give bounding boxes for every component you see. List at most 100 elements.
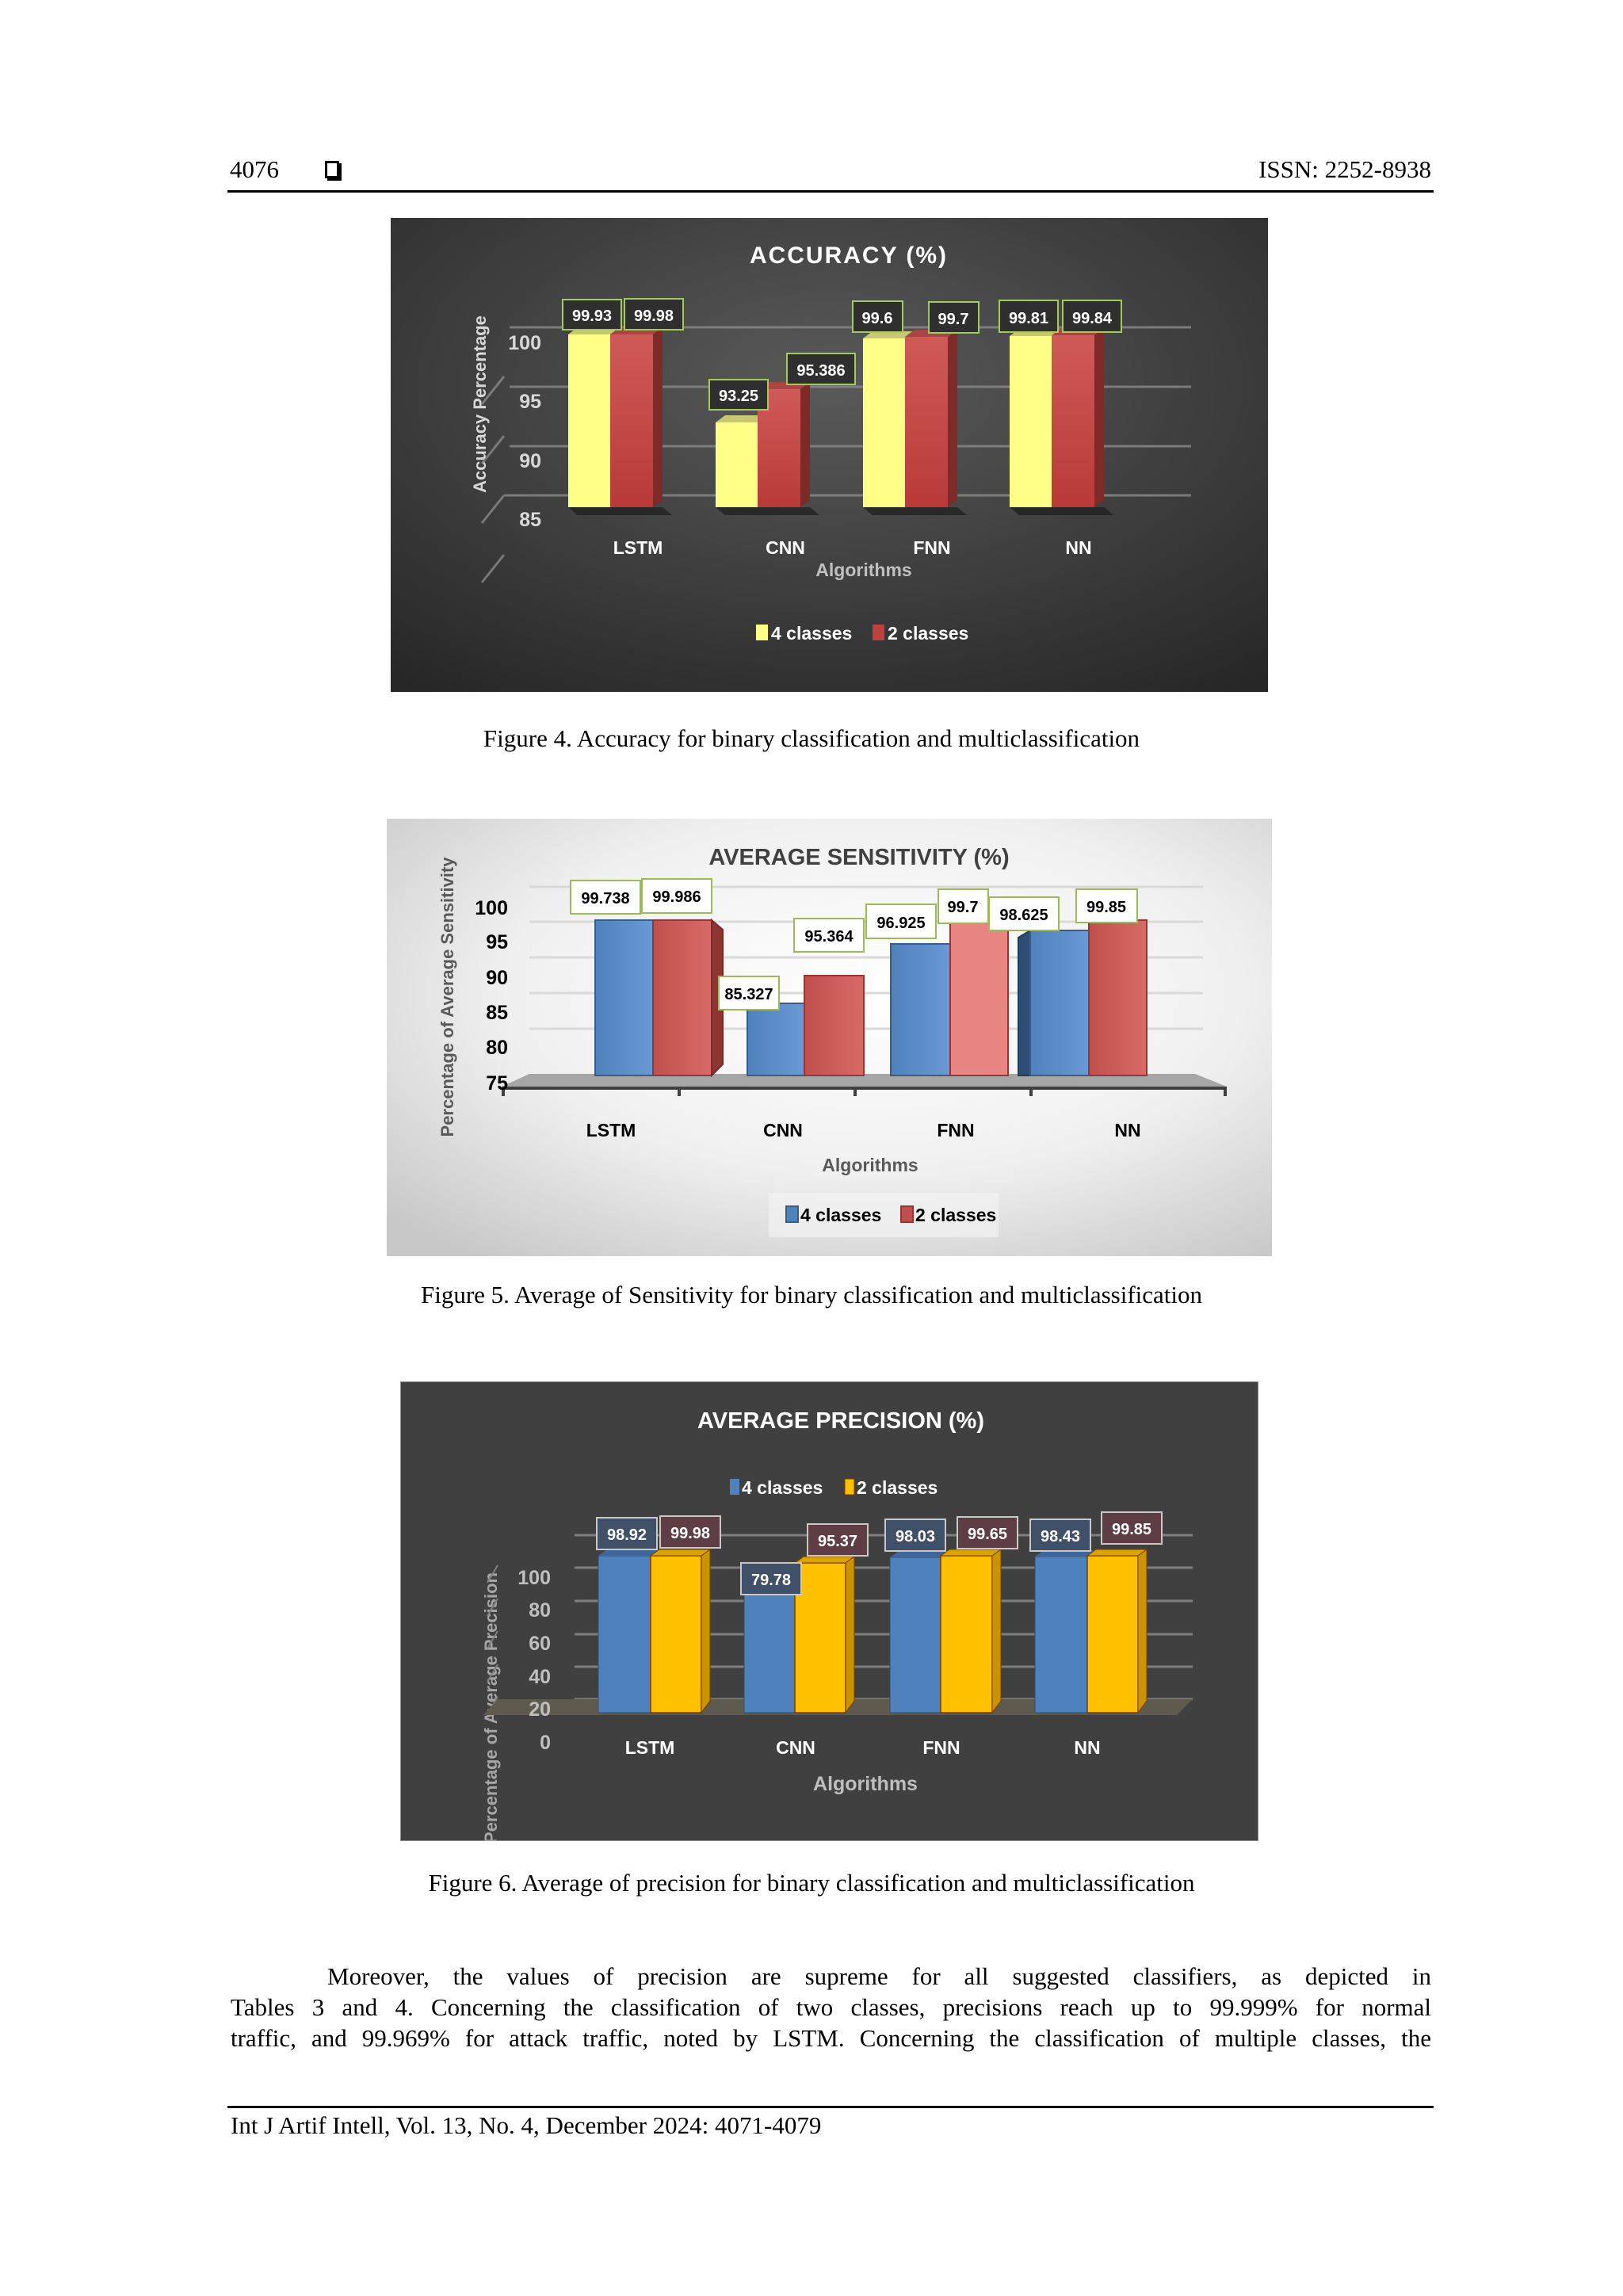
svg-text:99.98: 99.98 [634,308,674,325]
data-label: 99.85 [1101,1511,1163,1545]
svg-text:98.92: 98.92 [607,1526,647,1544]
data-label: 96.925 [865,904,937,939]
page-number: 4076 [230,155,279,183]
data-label: 99.84 [1062,300,1122,333]
y-tick: 100 [517,1567,551,1589]
bar-group-lstm [598,1549,712,1714]
x-tick: LSTM [613,537,663,558]
svg-text:99.85: 99.85 [1112,1521,1151,1538]
bar-group-nn [1018,919,1148,1076]
body-line: traffic, and 99.969% for attack traffic,… [231,2024,1431,2052]
data-label: 99.98 [659,1515,721,1549]
svg-text:99.98: 99.98 [670,1525,710,1542]
figure-6-caption: Figure 6. Average of precision for binar… [428,1869,1195,1897]
x-tick: NN [1074,1737,1100,1758]
data-label: 95.37 [807,1523,869,1557]
x-tick: NN [1065,537,1091,558]
y-tick: 95 [486,931,508,953]
figure-4-caption: Figure 4. Accuracy for binary classifica… [483,724,1140,752]
svg-text:99.85: 99.85 [1086,899,1126,916]
bar-group-nn [1010,328,1104,507]
footer-rule [227,2106,1434,2108]
figure-5-caption: Figure 5. Average of Sensitivity for bin… [420,1281,1203,1308]
y-tick: 60 [529,1633,551,1655]
legend-item: 4 classes [771,623,852,644]
data-label: 99.65 [957,1516,1018,1549]
x-tick: LSTM [625,1737,675,1758]
x-tick: FNN [913,537,950,558]
svg-text:99.6: 99.6 [862,310,893,327]
data-label: 99.6 [852,300,903,333]
y-tick: 100 [475,897,508,919]
data-label: 98.43 [1029,1519,1091,1552]
svg-text:96.925: 96.925 [876,915,925,932]
x-tick: FNN [937,1120,974,1140]
svg-text:98.03: 98.03 [896,1528,935,1545]
svg-text:99.84: 99.84 [1072,310,1113,327]
data-label: 99.986 [641,878,712,914]
data-label: 98.625 [988,896,1060,931]
x-axis-label: Algorithms [822,1155,918,1175]
figure-precision-chart: AVERAGE PRECISION (%) Percentage of Aver… [400,1381,1258,1841]
y-tick: 75 [486,1072,508,1095]
svg-text:93.25: 93.25 [719,388,758,405]
legend-item: 4 classes [800,1205,881,1225]
svg-text:99.7: 99.7 [938,311,969,328]
data-label: 99.98 [624,298,684,330]
chart-title: ACCURACY (%) [750,243,948,269]
data-label: 85.327 [718,976,780,1010]
svg-text:95.386: 95.386 [796,362,845,380]
bar-group-lstm [568,327,663,507]
bar-group-cnn [743,1556,856,1714]
issn: ISSN: 2252-8938 [1258,155,1431,183]
bar-group-nn [1034,1549,1148,1714]
y-tick: 100 [508,332,541,354]
legend: 4 classes 2 classes [769,1193,999,1237]
data-label: 98.92 [596,1517,658,1550]
body-line: Moreover, the values of precision are su… [327,1962,1431,1990]
data-label: 98.03 [884,1519,946,1552]
svg-text:79.78: 79.78 [751,1572,791,1589]
svg-text:99.986: 99.986 [652,888,701,906]
figure-sensitivity-chart: AVERAGE SENSITIVITY (%) Percentage of Av… [387,819,1272,1256]
data-label: 99.7 [938,888,989,924]
y-tick: 80 [529,1599,551,1622]
square-bullet-icon [325,161,339,178]
svg-text:85.327: 85.327 [724,986,773,1003]
x-tick: CNN [766,537,805,558]
x-tick: CNN [776,1737,815,1758]
svg-text:95.364: 95.364 [804,928,854,946]
chart-title: AVERAGE PRECISION (%) [697,1408,984,1434]
y-tick: 85 [519,509,541,531]
y-axis-label: Accuracy Percentage [470,315,490,493]
bar-group-fnn [889,1549,1002,1714]
y-tick: 90 [519,450,541,472]
x-tick: LSTM [586,1120,636,1140]
svg-text:99.65: 99.65 [968,1526,1007,1543]
svg-text:99.93: 99.93 [572,308,612,325]
body-paragraph: Moreover, the values of precision are su… [231,1961,1431,2053]
data-label: 95.364 [793,918,865,953]
header-rule [227,190,1434,193]
bar-group-lstm [594,918,724,1078]
svg-text:98.43: 98.43 [1041,1528,1080,1545]
bar-group-fnn [890,919,1009,1076]
y-tick: 95 [519,391,541,413]
svg-text:95.37: 95.37 [818,1533,857,1550]
y-tick: 85 [486,1002,508,1024]
bar-group-cnn [747,975,865,1076]
legend-item: 2 classes [888,623,968,644]
x-tick: CNN [763,1120,803,1140]
legend-item: 2 classes [915,1205,996,1225]
footer-citation: Int J Artif Intell, Vol. 13, No. 4, Dece… [231,2111,822,2139]
x-tick: NN [1114,1120,1140,1140]
y-tick: 40 [529,1666,551,1688]
svg-text:99.738: 99.738 [581,890,629,907]
data-label: 79.78 [740,1562,802,1595]
body-line: Tables 3 and 4. Concerning the classific… [231,1993,1431,2021]
y-axis-label: Percentage of Average Sensitivity [437,857,457,1137]
data-label: 99.93 [562,299,622,330]
data-label: 99.738 [570,880,641,915]
data-label: 99.81 [999,300,1059,333]
chart-title: AVERAGE SENSITIVITY (%) [708,845,1009,870]
